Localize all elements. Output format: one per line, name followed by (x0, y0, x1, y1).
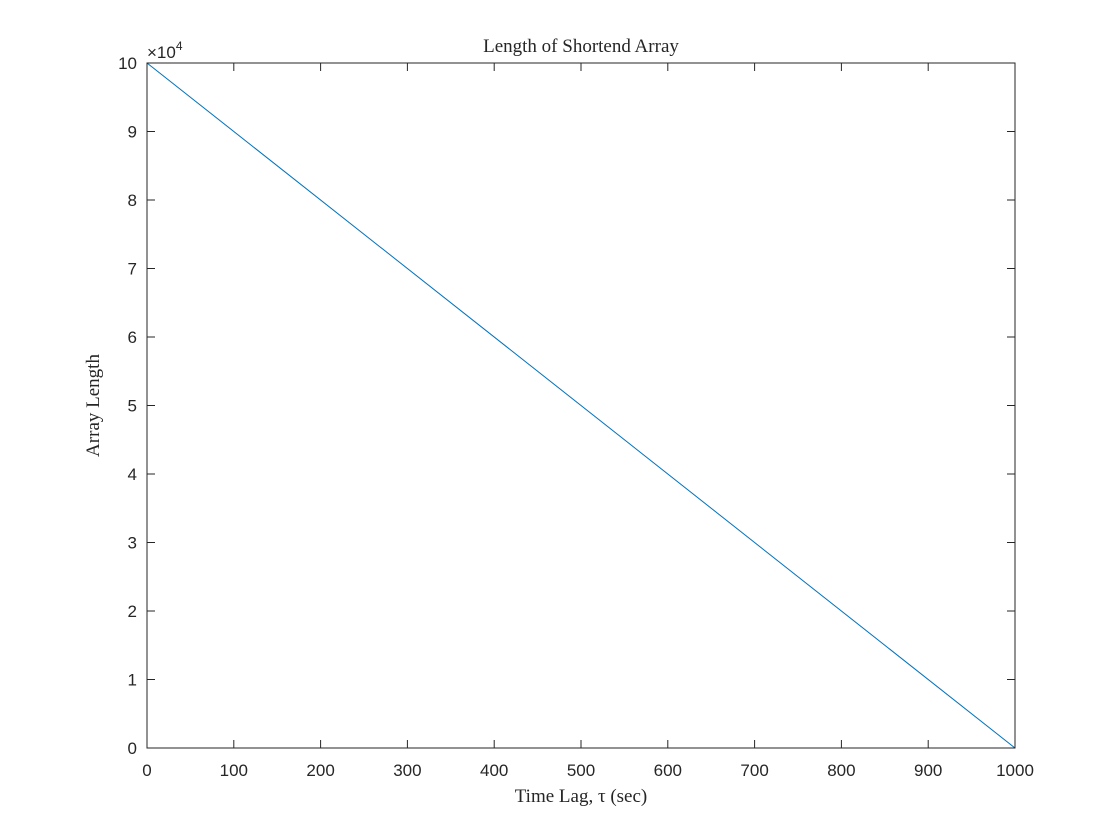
y-tick-label: 10 (118, 54, 137, 73)
x-tick-label: 500 (567, 761, 595, 780)
y-tick-label: 9 (128, 123, 137, 142)
y-tick-label: 8 (128, 191, 137, 210)
tick-labels-layer: 0 100 200 300 400 500 600 700 800 900 1000 0 1 2 3 4 5 6 7… (118, 54, 1034, 780)
series-line (146, 62, 1016, 749)
y-tick-label: 4 (128, 465, 137, 484)
y-tick-label: 5 (128, 397, 137, 416)
axes-box (146, 62, 1016, 749)
y-tick-label: 3 (128, 534, 137, 553)
y-tick-label: 2 (128, 602, 137, 621)
x-tick-label: 600 (654, 761, 682, 780)
x-tick-label: 400 (480, 761, 508, 780)
x-tick-label: 800 (827, 761, 855, 780)
x-tick-label: 700 (740, 761, 768, 780)
x-tick-label: 200 (306, 761, 334, 780)
y-tick-label: 7 (128, 260, 137, 279)
x-axis-title: Time Lag, τ (sec) (515, 786, 648, 807)
x-tick-label: 0 (142, 761, 151, 780)
y-tick-label: 1 (128, 671, 137, 690)
y-exponent-base: ×10 (147, 43, 176, 62)
y-tick-label: 0 (128, 739, 137, 758)
x-tick-label: 100 (220, 761, 248, 780)
x-tick-label: 1000 (996, 761, 1034, 780)
x-tick-label: 900 (914, 761, 942, 780)
chart-title: Length of Shortend Array (483, 36, 679, 57)
y-axis-exponent: ×104 (147, 39, 183, 62)
y-exponent-power: 4 (176, 39, 183, 53)
series-layer (146, 62, 1016, 749)
y-axis-title: Array Length (83, 354, 104, 457)
y-tick-label: 6 (128, 328, 137, 347)
x-tick-label: 300 (393, 761, 421, 780)
